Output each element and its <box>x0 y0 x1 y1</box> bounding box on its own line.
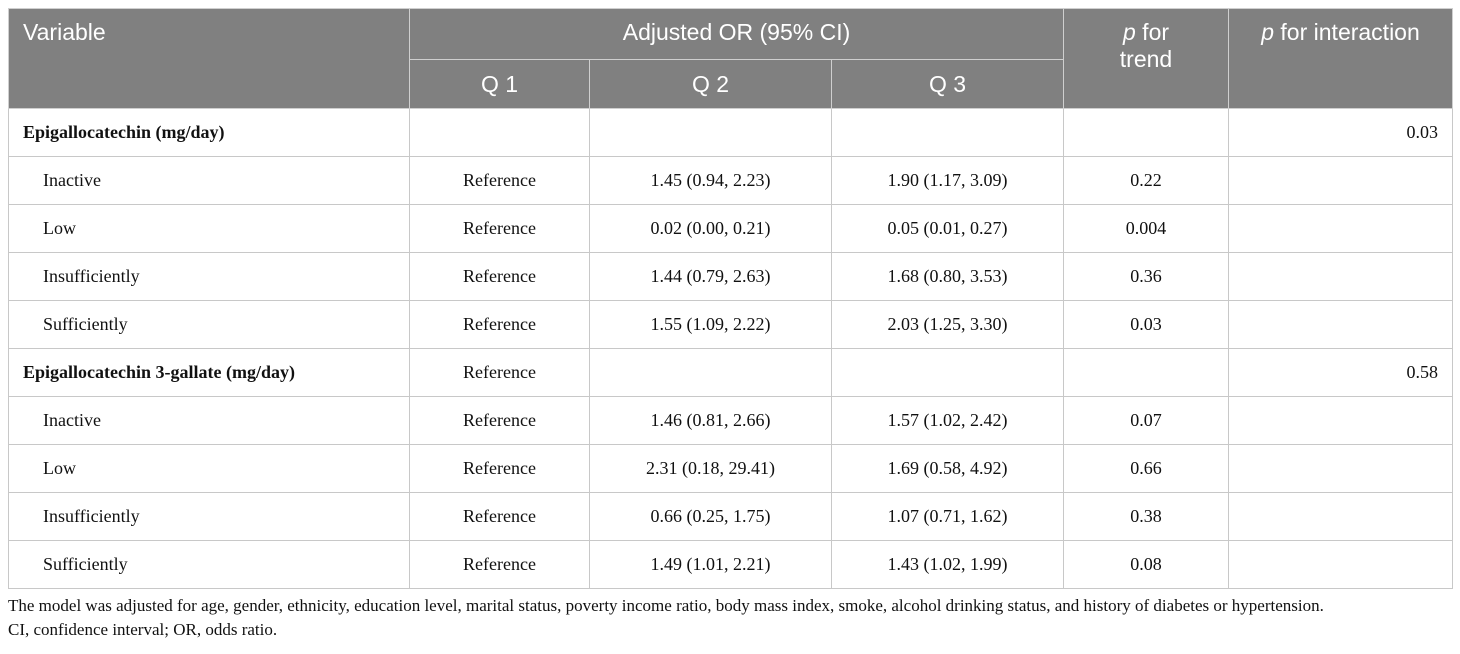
cell-q1 <box>409 108 590 157</box>
cell-q2: 0.02 (0.00, 0.21) <box>589 204 832 253</box>
row-variable: Insufficiently <box>8 252 410 301</box>
cell-q3: 1.68 (0.80, 3.53) <box>830 252 1065 301</box>
cell-q3: 1.07 (0.71, 1.62) <box>830 492 1065 541</box>
cell-p-interaction <box>1228 540 1454 589</box>
cell-p-trend: 0.03 <box>1063 300 1230 349</box>
header-variable: Variable <box>8 8 410 109</box>
cell-q3: 1.90 (1.17, 3.09) <box>830 156 1065 205</box>
row-variable: Inactive <box>8 156 410 205</box>
cell-q1: Reference <box>409 204 590 253</box>
table-row: Sufficiently Reference 1.55 (1.09, 2.22)… <box>8 300 1454 349</box>
table-row-group: Epigallocatechin (mg/day) 0.03 <box>8 108 1454 157</box>
cell-q2: 1.44 (0.79, 2.63) <box>589 252 832 301</box>
header-q1: Q 1 <box>409 59 590 109</box>
cell-p-trend: 0.36 <box>1063 252 1230 301</box>
table-row-group: Epigallocatechin 3-gallate (mg/day) Refe… <box>8 348 1454 397</box>
cell-q1: Reference <box>409 300 590 349</box>
cell-p-trend: 0.07 <box>1063 396 1230 445</box>
table-row: Inactive Reference 1.45 (0.94, 2.23) 1.9… <box>8 156 1454 205</box>
row-variable: Epigallocatechin 3-gallate (mg/day) <box>8 348 410 397</box>
header-q3: Q 3 <box>830 59 1065 109</box>
table-row: Low Reference 2.31 (0.18, 29.41) 1.69 (0… <box>8 444 1454 493</box>
cell-p-trend <box>1063 348 1230 397</box>
table-row: Insufficiently Reference 1.44 (0.79, 2.6… <box>8 252 1454 301</box>
table-row: Sufficiently Reference 1.49 (1.01, 2.21)… <box>8 540 1454 589</box>
cell-q2: 1.49 (1.01, 2.21) <box>589 540 832 589</box>
header-p-for-trend: p for trend <box>1063 8 1230 109</box>
table-container: Variable Adjusted OR (95% CI) p for trend… <box>8 8 1454 642</box>
footnote-adjustment: The model was adjusted for age, gender, … <box>8 596 1324 615</box>
cell-q1: Reference <box>409 348 590 397</box>
cell-q2: 1.46 (0.81, 2.66) <box>589 396 832 445</box>
cell-q1: Reference <box>409 252 590 301</box>
table-footnote: The model was adjusted for age, gender, … <box>8 594 1460 642</box>
cell-q2: 1.55 (1.09, 2.22) <box>589 300 832 349</box>
table-row: Low Reference 0.02 (0.00, 0.21) 0.05 (0.… <box>8 204 1454 253</box>
cell-p-interaction: 0.03 <box>1228 108 1454 157</box>
cell-q1: Reference <box>409 156 590 205</box>
cell-q2 <box>589 348 832 397</box>
footnote-abbreviations: CI, confidence interval; OR, odds ratio. <box>8 620 278 639</box>
header-p-for-interaction: p for interaction <box>1228 8 1454 109</box>
cell-q1: Reference <box>409 492 590 541</box>
cell-p-interaction <box>1228 252 1454 301</box>
row-variable: Sufficiently <box>8 540 410 589</box>
header-q2: Q 2 <box>589 59 832 109</box>
cell-p-interaction <box>1228 396 1454 445</box>
odds-ratio-table: Variable Adjusted OR (95% CI) p for trend… <box>8 8 1454 589</box>
table-header: Variable Adjusted OR (95% CI) p for trend… <box>8 8 1454 109</box>
row-variable: Inactive <box>8 396 410 445</box>
cell-p-trend: 0.08 <box>1063 540 1230 589</box>
cell-p-interaction <box>1228 444 1454 493</box>
cell-p-interaction: 0.58 <box>1228 348 1454 397</box>
cell-p-trend: 0.38 <box>1063 492 1230 541</box>
table-row: Inactive Reference 1.46 (0.81, 2.66) 1.5… <box>8 396 1454 445</box>
cell-q1: Reference <box>409 540 590 589</box>
cell-q1: Reference <box>409 396 590 445</box>
cell-q2: 0.66 (0.25, 1.75) <box>589 492 832 541</box>
cell-q3: 1.69 (0.58, 4.92) <box>830 444 1065 493</box>
cell-q2: 2.31 (0.18, 29.41) <box>589 444 832 493</box>
row-variable: Epigallocatechin (mg/day) <box>8 108 410 157</box>
cell-p-trend: 0.66 <box>1063 444 1230 493</box>
cell-p-interaction <box>1228 300 1454 349</box>
cell-p-trend <box>1063 108 1230 157</box>
cell-p-interaction <box>1228 204 1454 253</box>
row-variable: Sufficiently <box>8 300 410 349</box>
cell-q1: Reference <box>409 444 590 493</box>
cell-q2: 1.45 (0.94, 2.23) <box>589 156 832 205</box>
table-row: Insufficiently Reference 0.66 (0.25, 1.7… <box>8 492 1454 541</box>
cell-q3: 1.43 (1.02, 1.99) <box>830 540 1065 589</box>
cell-q3: 2.03 (1.25, 3.30) <box>830 300 1065 349</box>
cell-p-interaction <box>1228 492 1454 541</box>
header-adjusted-or: Adjusted OR (95% CI) <box>408 8 1065 60</box>
cell-p-trend: 0.004 <box>1063 204 1230 253</box>
cell-q3 <box>830 348 1065 397</box>
cell-q3: 0.05 (0.01, 0.27) <box>830 204 1065 253</box>
cell-q3: 1.57 (1.02, 2.42) <box>830 396 1065 445</box>
cell-p-trend: 0.22 <box>1063 156 1230 205</box>
row-variable: Insufficiently <box>8 492 410 541</box>
row-variable: Low <box>8 204 410 253</box>
cell-p-interaction <box>1228 156 1454 205</box>
row-variable: Low <box>8 444 410 493</box>
cell-q3 <box>830 108 1065 157</box>
cell-q2 <box>589 108 832 157</box>
table-body: Epigallocatechin (mg/day) 0.03 Inactive … <box>8 108 1454 589</box>
